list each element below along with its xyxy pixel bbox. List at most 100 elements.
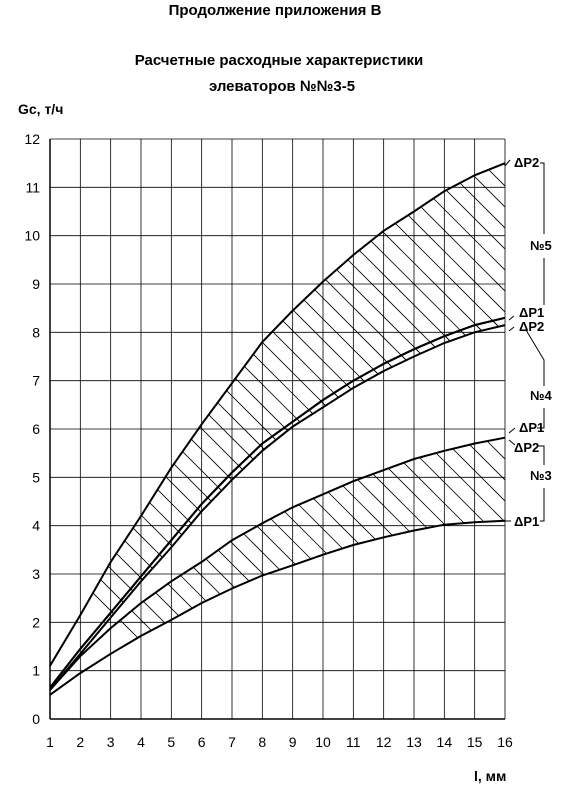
hatch-line: [124, 437, 505, 695]
hatch-line: [439, 317, 505, 690]
hatch-line: [50, 317, 469, 690]
hatch-line: [50, 317, 505, 690]
hatch-line: [50, 163, 322, 690]
hatch-line: [145, 317, 505, 690]
hatch-line: [50, 163, 505, 690]
x-tick-label: 7: [228, 734, 236, 750]
hatch-line: [124, 317, 505, 690]
band-hatch: [50, 100, 574, 800]
hatch-line: [50, 437, 505, 695]
annotation-label: ΔP1: [514, 514, 539, 529]
hatch-line: [50, 163, 505, 690]
x-tick-label: 8: [258, 734, 266, 750]
series-line: [49, 316, 506, 689]
y-tick-label: 8: [32, 324, 40, 340]
band-hatch: [50, 100, 574, 800]
hatch-line: [61, 437, 505, 695]
hatch-line: [566, 100, 574, 800]
hatch-line: [50, 317, 385, 690]
hatch-line: [355, 437, 505, 695]
hatch-line: [50, 163, 364, 690]
hatch-line: [50, 317, 505, 690]
hatch-line: [50, 317, 505, 690]
hatch-line: [439, 437, 505, 695]
hatch-line: [376, 163, 505, 690]
series-line: [49, 162, 506, 667]
x-tick-label: 10: [315, 734, 331, 750]
hatch-line: [50, 317, 364, 690]
hatch-line: [50, 437, 505, 695]
hatch-line: [545, 100, 574, 800]
hatch-line: [50, 163, 505, 690]
y-tick-label: 0: [32, 711, 40, 727]
hatch-line: [50, 317, 427, 690]
y-tick-label: 7: [32, 373, 40, 389]
leader-dp2-3: [508, 439, 516, 446]
x-tick-label: 4: [137, 734, 145, 750]
annotation-label: ΔP1: [519, 420, 544, 435]
hatch-line: [50, 437, 505, 695]
hatch-line: [439, 163, 505, 690]
x-tick-label: 12: [376, 734, 392, 750]
hatch-line: [50, 437, 505, 695]
y-tick-label: 11: [25, 179, 40, 195]
hatch-line: [50, 317, 505, 690]
hatch-line: [50, 317, 505, 690]
hatch-line: [166, 317, 505, 690]
leader-dp1-3: [508, 427, 516, 434]
hatch-line: [50, 317, 505, 690]
hatch-line: [50, 437, 427, 695]
axes: [49, 139, 505, 720]
hatch-line: [50, 317, 322, 690]
hatch-line: [50, 437, 505, 695]
hatch-line: [50, 163, 385, 690]
hatch-line: [145, 437, 505, 695]
bracket-5-top: [540, 162, 545, 234]
hatch-line: [545, 100, 574, 800]
hatch-line: [50, 437, 505, 695]
x-tick-label: 1: [46, 734, 54, 750]
bracket-4-bottom: [537, 408, 545, 429]
annotation-label: №4: [530, 388, 552, 403]
hatch-line: [355, 163, 505, 690]
x-tick-label: 15: [467, 734, 483, 750]
y-tick-label: 9: [32, 276, 40, 292]
hatch-line: [50, 437, 505, 695]
hatch-line: [50, 317, 505, 690]
hatch-line: [82, 317, 505, 690]
y-axis-label: Gc, т/ч: [18, 101, 63, 117]
hatching: [50, 100, 574, 800]
hatch-line: [50, 437, 505, 695]
hatch-line: [50, 163, 505, 690]
x-tick-label: 9: [289, 734, 297, 750]
chart-title-line-1: Расчетные расходные характеристики: [134, 52, 424, 69]
x-tick-label: 6: [198, 734, 206, 750]
hatch-line: [50, 163, 505, 690]
annotation-label: №5: [530, 238, 552, 253]
hatch-line: [166, 437, 505, 695]
annotation-label: ΔP2: [514, 440, 539, 455]
bracket-4-top: [525, 329, 545, 386]
hatch-line: [82, 163, 505, 690]
leader-dp2-5: [504, 159, 511, 167]
hatch-line: [50, 163, 505, 690]
x-tick-label: 14: [437, 734, 453, 750]
leader-dp1-4: [508, 315, 515, 321]
y-tick-label: 6: [32, 421, 40, 437]
annotation-label: ΔP2: [514, 155, 539, 170]
hatch-line: [50, 437, 385, 695]
hatch-line: [124, 163, 505, 690]
y-tick-label: 2: [32, 614, 40, 630]
x-tick-label: 3: [107, 734, 115, 750]
hatch-line: [50, 317, 505, 690]
series-line: [49, 519, 506, 696]
hatch-line: [50, 317, 505, 690]
hatch-line: [50, 437, 322, 695]
hatch-line: [50, 163, 427, 690]
hatch-line: [82, 437, 505, 695]
y-tick-label: 1: [32, 663, 40, 679]
hatch-line: [50, 437, 364, 695]
hatch-line: [145, 163, 505, 690]
